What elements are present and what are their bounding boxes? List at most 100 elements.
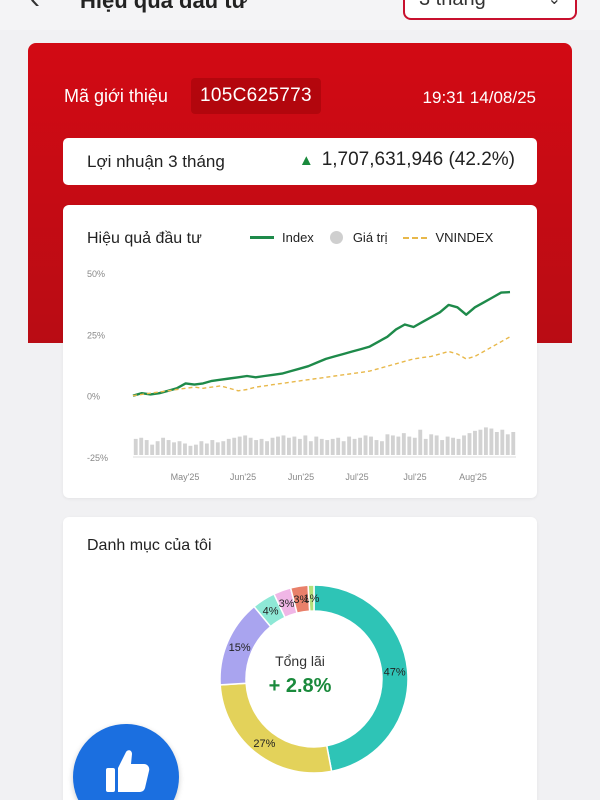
legend-value[interactable]: Giá trị: [329, 230, 388, 245]
donut-slice[interactable]: [313, 584, 409, 773]
volume-bar: [407, 436, 412, 455]
donut-slice-label: 1%: [304, 593, 320, 605]
volume-bar: [494, 432, 499, 455]
referral-code-label: Mã giới thiệu: [64, 86, 168, 106]
volume-bar: [232, 437, 237, 455]
thumbs-up-icon: [106, 750, 150, 792]
volume-bar: [489, 428, 494, 455]
volume-bar: [155, 441, 160, 455]
x-tick-label: Jul'25: [403, 472, 426, 482]
legend-dot-swatch: [329, 231, 343, 244]
donut-slice-label: 3%: [279, 598, 295, 610]
volume-bar: [418, 429, 423, 455]
volume-bar: [215, 442, 220, 455]
top-header: ‹ Hiệu quả đầu tư 3 tháng ⌄: [0, 0, 600, 30]
volume-bar: [434, 435, 439, 455]
up-arrow-icon: ▲: [298, 151, 314, 169]
volume-bar: [166, 440, 171, 455]
volume-bar: [177, 441, 182, 455]
donut-slice-label: 47%: [384, 666, 406, 678]
volume-bar: [473, 430, 477, 455]
x-tick-label: Aug'25: [459, 472, 487, 482]
volume-bar: [248, 437, 253, 455]
legend-line-swatch: [250, 236, 274, 239]
volume-bar: [150, 444, 155, 455]
volume-bar: [199, 441, 204, 455]
profit-label: Lợi nhuận 3 tháng: [87, 152, 225, 171]
volume-bar: [254, 440, 259, 455]
volume-bar: [226, 438, 231, 455]
volume-bar: [303, 435, 308, 455]
x-tick-label: May'25: [171, 472, 200, 482]
donut-center-value: + 2.8%: [268, 675, 332, 697]
volume-bar: [401, 433, 406, 455]
volume-bar: [237, 436, 242, 455]
volume-bar: [358, 437, 362, 455]
profit-value: 1,707,631,946 (42.2%): [321, 149, 515, 170]
chevron-down-icon: ⌄: [548, 0, 561, 9]
volume-bar: [325, 440, 330, 455]
volume-bar: [380, 441, 384, 455]
x-tick-label: Jul'25: [345, 472, 368, 482]
volume-bar: [133, 438, 138, 455]
legend-dash-swatch: [403, 236, 428, 239]
volume-bar: [363, 435, 368, 455]
volume-bar: [374, 440, 379, 455]
like-button[interactable]: [73, 724, 179, 800]
period-dropdown[interactable]: 3 tháng ⌄: [403, 0, 577, 20]
volume-bar: [456, 438, 461, 455]
legend-index[interactable]: Index: [250, 230, 314, 245]
donut-slice-label: 15%: [229, 642, 251, 654]
volume-bar: [478, 429, 483, 455]
page-title: Hiệu quả đầu tư: [80, 0, 248, 13]
volume-bar: [412, 437, 417, 455]
volume-bar: [319, 438, 324, 455]
legend-index-label: Index: [282, 230, 314, 245]
volume-bar: [352, 438, 357, 455]
volume-bar: [281, 435, 286, 455]
volume-bar: [183, 443, 187, 455]
donut-slice[interactable]: [307, 584, 315, 612]
portfolio-donut-chart[interactable]: 47%27%15%4%3%3%1%: [63, 517, 537, 800]
volume-bar: [511, 432, 516, 455]
volume-bar: [423, 438, 428, 455]
y-tick-label: 50%: [87, 269, 105, 279]
volume-bar: [161, 437, 166, 455]
volume-bar: [451, 437, 456, 455]
volume-bar: [221, 441, 226, 455]
donut-slice-label: 3%: [293, 594, 309, 606]
y-tick-label: 0%: [87, 392, 100, 402]
chart-legend: Index Giá trị VNINDEX: [250, 230, 493, 245]
profit-value-wrap: ▲ 1,707,631,946 (42.2%): [299, 149, 515, 171]
volume-bar: [243, 435, 248, 455]
volume-bar: [341, 441, 346, 455]
y-tick-label: 25%: [87, 330, 105, 340]
portfolio-title: Danh mục của tôi: [87, 537, 212, 554]
donut-slice-label: 4%: [263, 606, 279, 618]
volume-bar: [292, 436, 297, 455]
performance-chart[interactable]: 50% 25% 0% -25% May'25 Jun'25 Jun'25 Jul'25 Jul'…: [63, 205, 537, 498]
volume-bar: [330, 438, 335, 455]
volume-bar: [308, 441, 313, 455]
volume-bar: [297, 438, 302, 455]
vnindex-series-line: [132, 336, 511, 397]
legend-value-label: Giá trị: [352, 230, 388, 245]
volume-bar: [467, 433, 472, 455]
volume-bar: [287, 437, 291, 455]
volume-bar: [483, 427, 488, 455]
volume-bar: [270, 437, 275, 455]
volume-bar: [500, 429, 505, 455]
volume-bar: [276, 436, 280, 455]
volume-bar: [265, 441, 269, 455]
performance-chart-title: Hiệu quả đầu tư: [87, 230, 202, 247]
referral-code-value[interactable]: 105C625773: [191, 78, 321, 114]
volume-bar: [462, 435, 466, 455]
back-arrow-icon[interactable]: ‹: [30, 0, 60, 14]
volume-bar: [429, 434, 434, 455]
legend-vnindex-label: VNINDEX: [435, 230, 494, 245]
volume-bar: [445, 436, 450, 455]
volume-bar: [314, 436, 319, 455]
x-tick-label: Jun'25: [288, 472, 314, 482]
volume-bar: [188, 445, 193, 455]
legend-vnindex[interactable]: VNINDEX: [403, 230, 493, 245]
